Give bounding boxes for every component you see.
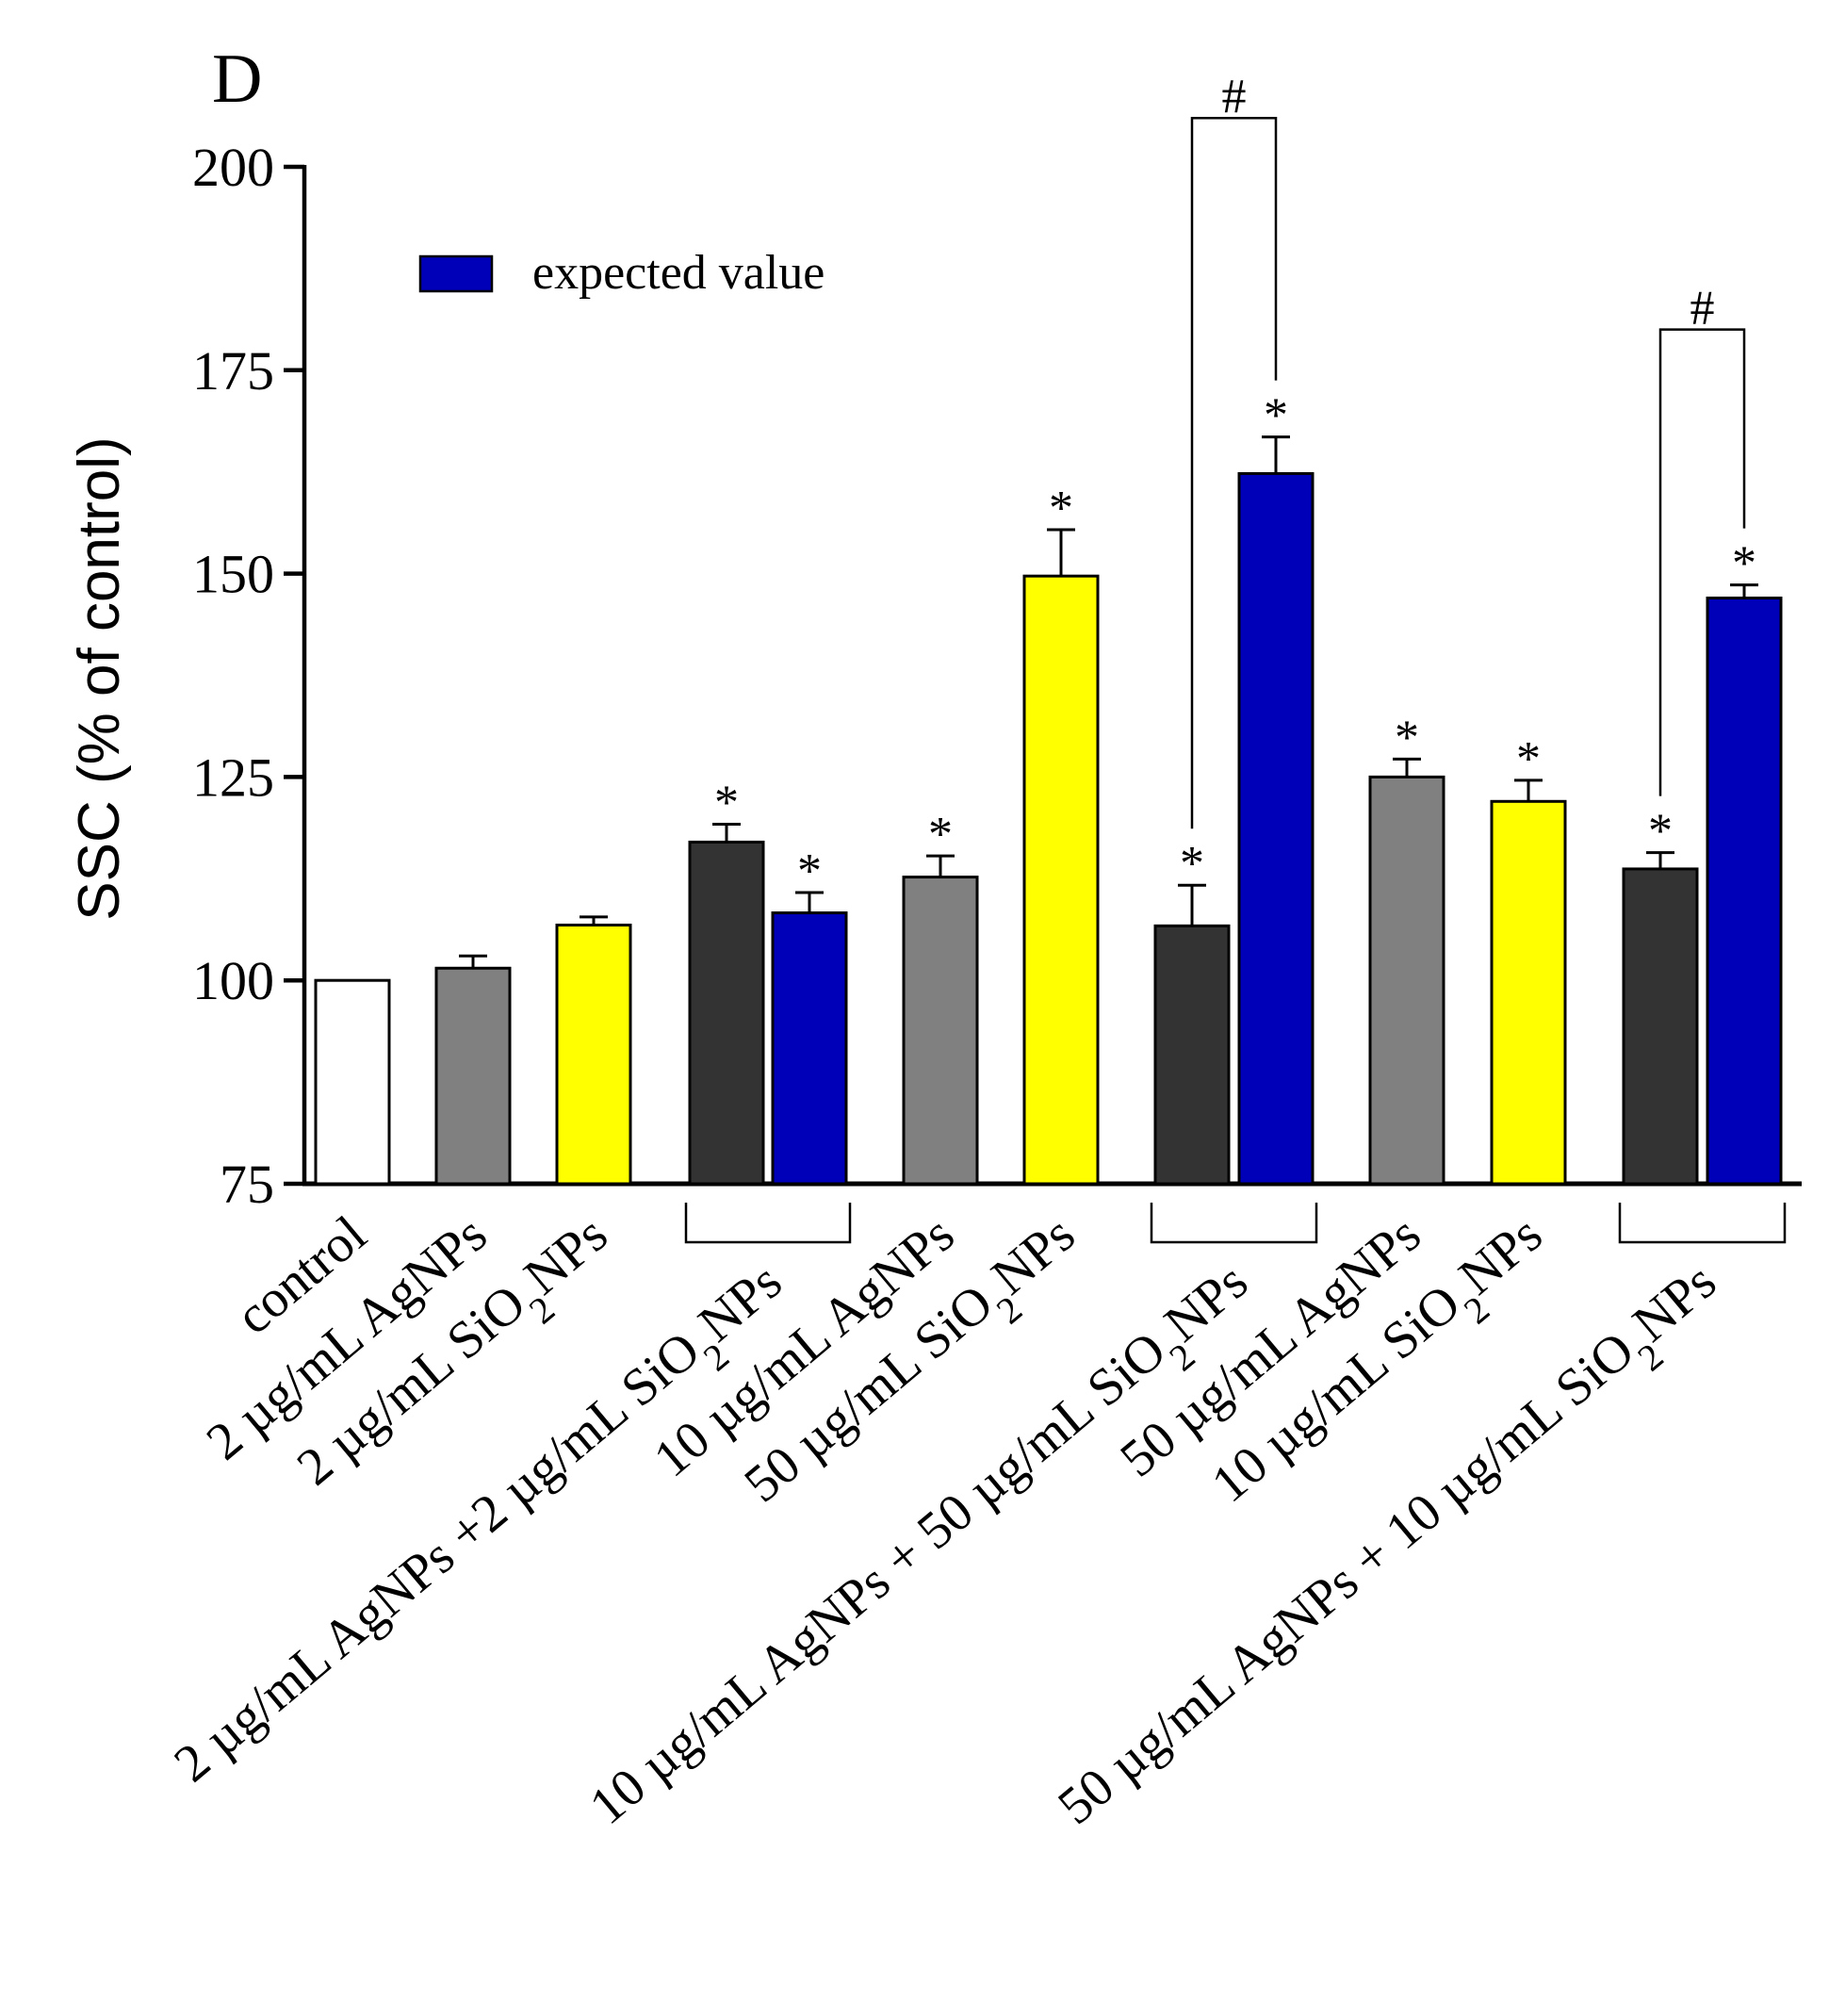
significance-hash: #	[1690, 282, 1715, 336]
bar	[1368, 775, 1445, 1186]
significance-star: *	[1180, 837, 1204, 891]
bar	[688, 840, 765, 1186]
panel-label: D	[212, 41, 262, 118]
significance-star: *	[797, 844, 822, 898]
significance-hash: #	[1222, 70, 1247, 123]
significance-star: *	[1395, 711, 1419, 764]
significance-star: *	[1516, 732, 1541, 786]
significance-star: *	[714, 776, 739, 829]
legend: expected value	[418, 246, 825, 300]
significance-star: *	[928, 808, 953, 861]
y-tick-label: 125	[192, 746, 274, 808]
group-bracket	[1150, 1203, 1318, 1244]
significance-star: *	[1049, 482, 1073, 535]
axes: 75 100 125 150 175 200	[192, 137, 1802, 1215]
bar	[555, 924, 632, 1186]
y-tick-label: 100	[192, 950, 274, 1011]
significance-star: *	[1264, 389, 1288, 443]
bar	[902, 876, 979, 1186]
annotations: * * * * * * * * * * # #	[684, 70, 1787, 1244]
bar	[1622, 867, 1699, 1186]
legend-label: expected value	[532, 246, 825, 300]
bars	[314, 435, 1783, 1186]
significance-star: *	[1648, 805, 1673, 859]
bar	[771, 911, 848, 1186]
bar	[434, 966, 512, 1186]
y-axis-label: SSC (% of control)	[67, 436, 132, 920]
significance-star: *	[1732, 537, 1756, 591]
y-tick-label: 75	[220, 1154, 274, 1215]
legend-swatch	[418, 254, 494, 293]
bar	[314, 978, 391, 1186]
group-bracket	[684, 1203, 852, 1244]
y-tick-label: 175	[192, 340, 274, 402]
bar	[1490, 799, 1567, 1186]
y-tick-label: 200	[192, 137, 274, 198]
bar	[1153, 924, 1231, 1186]
bar	[1706, 596, 1783, 1186]
group-bracket	[1618, 1203, 1787, 1244]
significance-bracket	[1658, 328, 1746, 796]
significance-bracket	[1190, 116, 1278, 829]
bar	[1022, 574, 1100, 1186]
bar	[1237, 471, 1315, 1186]
y-tick-label: 150	[192, 544, 274, 605]
